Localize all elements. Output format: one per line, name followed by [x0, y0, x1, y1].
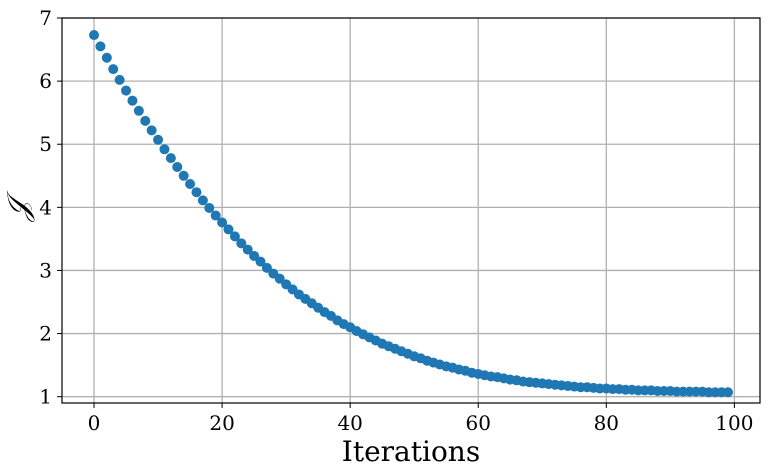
data-point [172, 161, 183, 172]
data-point [204, 202, 215, 213]
x-tick-label: 20 [209, 411, 234, 435]
data-point [185, 178, 196, 189]
data-point [255, 256, 266, 267]
data-point [210, 210, 221, 221]
y-tick-label: 6 [39, 69, 52, 93]
data-point [159, 144, 170, 155]
data-point [223, 224, 234, 235]
x-tick-label: 60 [466, 411, 491, 435]
x-tick-label: 0 [88, 411, 101, 435]
y-axis: 1 2 3 4 5 6 7 [39, 6, 62, 409]
x-tick-label: 100 [715, 411, 753, 435]
y-tick-label: 3 [39, 258, 52, 282]
y-tick-label: 5 [39, 132, 52, 156]
data-point [217, 217, 228, 228]
x-axis: 0 20 40 60 80 100 [88, 403, 753, 435]
y-tick-label: 4 [39, 195, 52, 219]
y-tick-label: 1 [39, 385, 52, 409]
y-axis-title: 𝒥 [1, 190, 36, 223]
x-axis-title: Iterations [342, 435, 480, 468]
data-point [249, 250, 260, 261]
grid [62, 17, 760, 403]
data-point [121, 85, 132, 96]
y-tick-label: 7 [39, 6, 52, 30]
x-tick-label: 80 [594, 411, 619, 435]
data-point [153, 134, 164, 145]
x-tick-label: 40 [337, 411, 362, 435]
data-point [229, 231, 240, 242]
data-point [274, 273, 285, 284]
data-point [89, 30, 100, 41]
data-point [140, 115, 151, 126]
data-points [89, 30, 733, 398]
data-point [722, 387, 733, 398]
data-point [261, 262, 272, 273]
data-point [165, 153, 176, 164]
data-point [95, 41, 106, 52]
data-point [114, 74, 125, 85]
data-point [191, 187, 202, 198]
data-point [101, 52, 112, 63]
plot-frame [61, 17, 761, 404]
data-point [242, 244, 253, 255]
data-point [197, 195, 208, 206]
data-point [127, 95, 138, 106]
data-point [146, 125, 157, 136]
data-point [178, 170, 189, 181]
data-point [236, 238, 247, 249]
data-point [108, 64, 119, 75]
y-tick-label: 2 [39, 322, 52, 346]
data-point [133, 105, 144, 116]
